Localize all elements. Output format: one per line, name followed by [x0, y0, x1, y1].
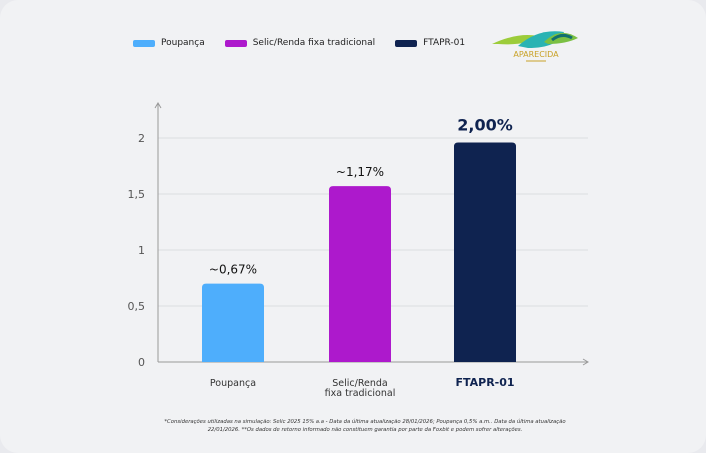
- legend-item: Selic/Renda fixa tradicional: [224, 38, 376, 48]
- legend-label: Selic/Renda fixa tradicional: [252, 38, 376, 48]
- y-tick-label: 0: [138, 356, 145, 369]
- legend-label: FTAPR-01: [423, 38, 466, 48]
- svg-text:APARECIDA: APARECIDA: [513, 50, 559, 59]
- data-label: ~0,67%: [209, 263, 257, 277]
- x-tick-label: Poupança: [210, 378, 256, 389]
- bar-chart: 0 0,5 1 1,5 2 ~0,67% Poupança ~1,17% Selic/Renda…: [128, 102, 589, 399]
- bar: [454, 142, 516, 362]
- y-axis-arrow-icon: [154, 102, 162, 109]
- data-label: 2,00%: [457, 115, 513, 134]
- y-tick-label: 1: [138, 244, 145, 257]
- bar: [329, 186, 391, 362]
- y-tick-label: 2: [138, 132, 145, 145]
- y-tick-label: 0,5: [128, 300, 146, 313]
- x-axis-arrow-icon: [582, 358, 589, 366]
- bar: [202, 283, 264, 362]
- y-tick-label: 1,5: [128, 188, 146, 201]
- x-tick-label: fixa tradicional: [325, 388, 396, 399]
- legend-item: FTAPR-01: [395, 38, 465, 48]
- footnote: *Considerações utilizadas na simulação: …: [164, 419, 566, 433]
- legend-swatch: [224, 39, 247, 47]
- legend-swatch: [395, 39, 418, 47]
- legend-label: Poupança: [161, 38, 205, 48]
- legend-swatch: [133, 39, 155, 47]
- data-label: ~1,17%: [336, 165, 384, 179]
- x-tick-label: Selic/Renda: [332, 378, 387, 389]
- legend-item: Poupança: [133, 38, 205, 48]
- x-tick-label: FTAPR-01: [455, 376, 514, 389]
- legend: Poupança Selic/Renda fixa tradicional FT…: [133, 38, 465, 48]
- aparecida-logo: APARECIDA: [488, 24, 584, 68]
